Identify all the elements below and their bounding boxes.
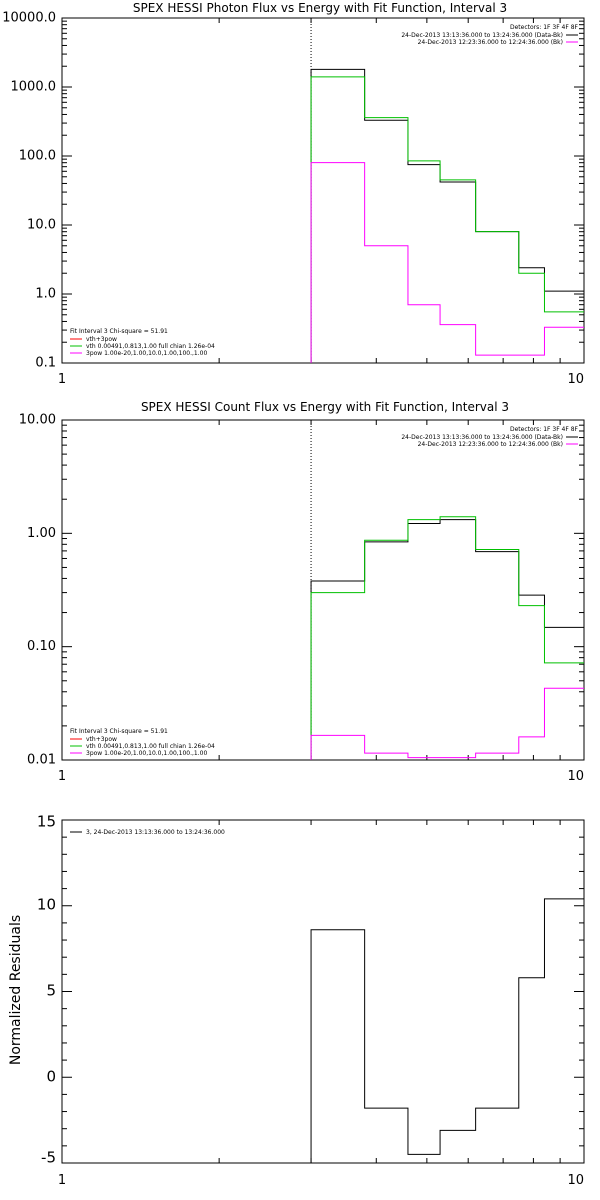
photon-flux-series-data <box>310 68 584 363</box>
photon-flux-legend-header: Detectors: 1F 3F 4F 8F <box>510 24 579 31</box>
count-flux-fit-entry: vth 0.00491,0.813,1.00 full chian 1.26e-… <box>86 743 215 750</box>
photon-flux-title: SPEX HESSI Photon Flux vs Energy with Fi… <box>133 1 507 15</box>
count-flux-grid-ticks <box>61 419 585 761</box>
photon-flux-fit-header: Fit Interval 3 Chi-square = 51.91 <box>70 328 168 335</box>
residuals-series <box>310 898 584 1163</box>
photon-flux-x-tick-label: 1 <box>58 372 66 387</box>
photon-flux-series-3pow <box>310 162 584 363</box>
photon-flux-plot-frame <box>61 17 585 364</box>
photon-flux-y-tick-label: 0.1 <box>35 356 56 371</box>
residuals-y-tick-label: -5 <box>41 1149 56 1167</box>
count-flux-legend-entry: 24-Dec-2013 13:13:36.000 to 13:24:36.000… <box>401 434 563 441</box>
photon-flux-grid-ticks <box>61 17 585 364</box>
count-flux-y-tick-label: 0.01 <box>27 753 56 768</box>
residuals-y-tick-label: 15 <box>37 813 56 831</box>
photon-flux-y-tick-label: 100.0 <box>19 149 56 164</box>
residuals-plot-frame <box>61 819 585 1164</box>
count-flux-x-tick-label: 10 <box>567 769 584 784</box>
count-flux-fit-entry: 3pow 1.00e-20,1.00,10.0,1.00,100.,1.00 <box>86 750 207 757</box>
count-flux-y-tick-label: 1.00 <box>27 526 56 541</box>
photon-flux-panel: SPEX HESSI Photon Flux vs Energy with Fi… <box>2 1 585 387</box>
count-flux-x-tick-label: 1 <box>58 769 66 784</box>
photon-flux-x-tick-label: 10 <box>567 372 584 387</box>
photon-flux-y-tick-label: 1.0 <box>35 287 56 302</box>
photon-flux-y-tick-label: 1000.0 <box>11 80 57 95</box>
residuals-x-tick-label: 1 <box>58 1173 66 1188</box>
count-flux-series <box>310 516 584 760</box>
residuals-grid-ticks <box>61 819 585 1164</box>
residuals-y-tick-label: 0 <box>46 1068 56 1086</box>
photon-flux-fit-entry: vth+3pow <box>86 336 117 343</box>
count-flux-legend-entry: 24-Dec-2013 12:23:36.000 to 12:24:36.000… <box>418 441 563 448</box>
count-flux-series-vth <box>310 516 584 760</box>
residuals-y-axis-label: Normalized Residuals <box>8 915 24 1065</box>
count-flux-panel: SPEX HESSI Count Flux vs Energy with Fit… <box>19 400 585 784</box>
photon-flux-fit-entry: vth 0.00491,0.813,1.00 full chian 1.26e-… <box>86 343 215 350</box>
residuals-x-tick-label: 10 <box>567 1173 584 1188</box>
residuals-y-tick-label: 5 <box>46 982 56 1000</box>
photon-flux-series-vth <box>310 76 584 363</box>
residuals-series-data <box>310 898 584 1163</box>
count-flux-fit-entry: vth+3pow <box>86 736 117 743</box>
count-flux-series-data <box>310 519 584 760</box>
residuals-y-tick-label: 10 <box>37 896 56 914</box>
residuals-legend-entry: 3, 24-Dec-2013 13:13:36.000 to 13:24:36.… <box>86 829 225 836</box>
count-flux-y-tick-label: 10.00 <box>19 413 56 428</box>
photon-flux-y-tick-label: 10000.0 <box>2 11 56 26</box>
residuals-panel: Normalized Residuals -5 0 5 10 15 1 10 3… <box>8 813 585 1188</box>
count-flux-legend-header: Detectors: 1F 3F 4F 8F <box>510 426 579 433</box>
count-flux-fit-header: Fit Interval 3 Chi-square = 51.91 <box>70 728 168 735</box>
count-flux-y-tick-label: 0.10 <box>27 639 56 654</box>
photon-flux-y-tick-label: 10.0 <box>27 218 56 233</box>
photon-flux-series <box>310 68 584 363</box>
count-flux-title: SPEX HESSI Count Flux vs Energy with Fit… <box>141 400 509 414</box>
photon-flux-fit-entry: 3pow 1.00e-20,1.00,10.0,1.00,100.,1.00 <box>86 350 207 357</box>
count-flux-plot-frame <box>61 419 585 761</box>
photon-flux-legend-entry: 24-Dec-2013 13:13:36.000 to 13:24:36.000… <box>401 32 563 39</box>
photon-flux-legend-entry: 24-Dec-2013 12:23:36.000 to 12:24:36.000… <box>418 39 563 46</box>
count-flux-series-3pow <box>310 687 584 760</box>
